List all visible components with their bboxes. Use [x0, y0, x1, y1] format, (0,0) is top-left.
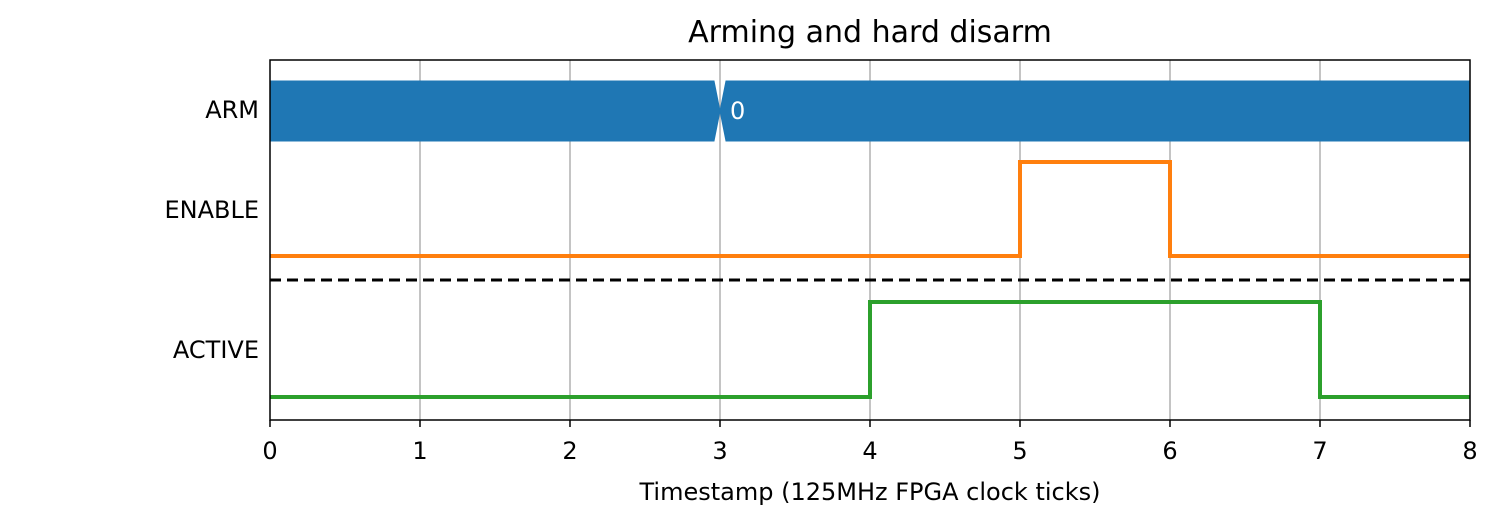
chart-title: Arming and hard disarm [688, 15, 1052, 50]
x-tick-label: 7 [1312, 437, 1327, 465]
x-tick-label: 1 [412, 437, 427, 465]
x-tick-label: 0 [262, 437, 277, 465]
x-axis-label: Timestamp (125MHz FPGA clock ticks) [639, 478, 1101, 506]
x-tick-label: 8 [1462, 437, 1477, 465]
x-tick-label: 2 [562, 437, 577, 465]
signals: 0 [269, 80, 1471, 399]
signal-label-enable: ENABLE [164, 196, 259, 224]
signal-label-arm: ARM [205, 96, 259, 124]
bus-segment-value: 0 [730, 97, 745, 125]
x-tick-label: 4 [862, 437, 877, 465]
bus-segment [269, 80, 721, 142]
signal-trace-active [270, 300, 1470, 399]
x-tick-label: 5 [1012, 437, 1027, 465]
x-tick-label: 3 [712, 437, 727, 465]
bus-segment [719, 80, 1471, 142]
signal-labels: ARM ENABLE ACTIVE [164, 96, 259, 364]
signal-trace-enable [270, 160, 1470, 258]
signal-label-active: ACTIVE [173, 336, 259, 364]
x-axis-ticks: 0 1 2 3 4 5 6 7 8 [262, 420, 1478, 465]
x-tick-label: 6 [1162, 437, 1177, 465]
